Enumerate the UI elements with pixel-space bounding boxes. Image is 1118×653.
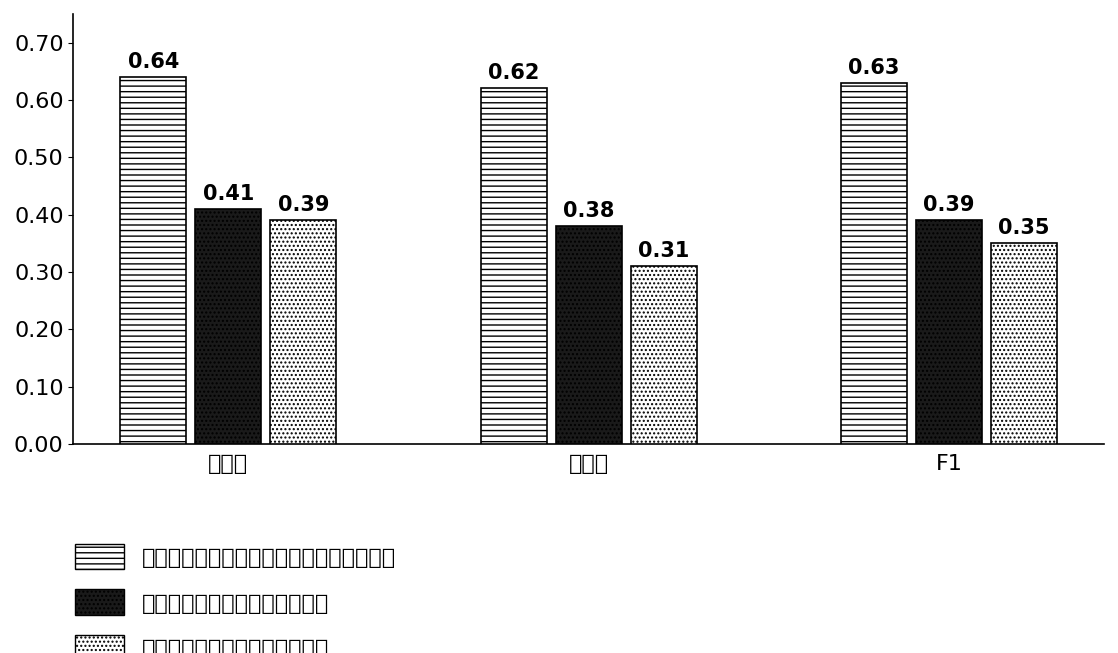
Bar <box>992 244 1058 444</box>
Text: 0.64: 0.64 <box>127 52 179 72</box>
Text: 0.35: 0.35 <box>998 218 1050 238</box>
Bar <box>121 77 187 444</box>
Bar <box>481 88 547 444</box>
Legend: 基于局部属性和拓扑结构的相似度聚类结果, 基于局部属性相似度的聚类结果, 基于拓扑结构相似度的聚类结果: 基于局部属性和拓扑结构的相似度聚类结果, 基于局部属性相似度的聚类结果, 基于拓… <box>64 533 407 653</box>
Bar <box>631 266 697 444</box>
Text: 0.41: 0.41 <box>202 183 254 204</box>
Text: 0.38: 0.38 <box>563 201 615 221</box>
Bar <box>556 226 622 444</box>
Bar <box>841 83 907 444</box>
Bar <box>271 220 337 444</box>
Text: 0.39: 0.39 <box>277 195 329 215</box>
Bar <box>916 220 983 444</box>
Text: 0.39: 0.39 <box>923 195 975 215</box>
Text: 0.31: 0.31 <box>638 241 690 261</box>
Bar <box>196 209 262 444</box>
Text: 0.62: 0.62 <box>487 63 539 84</box>
Text: 0.63: 0.63 <box>849 57 900 78</box>
